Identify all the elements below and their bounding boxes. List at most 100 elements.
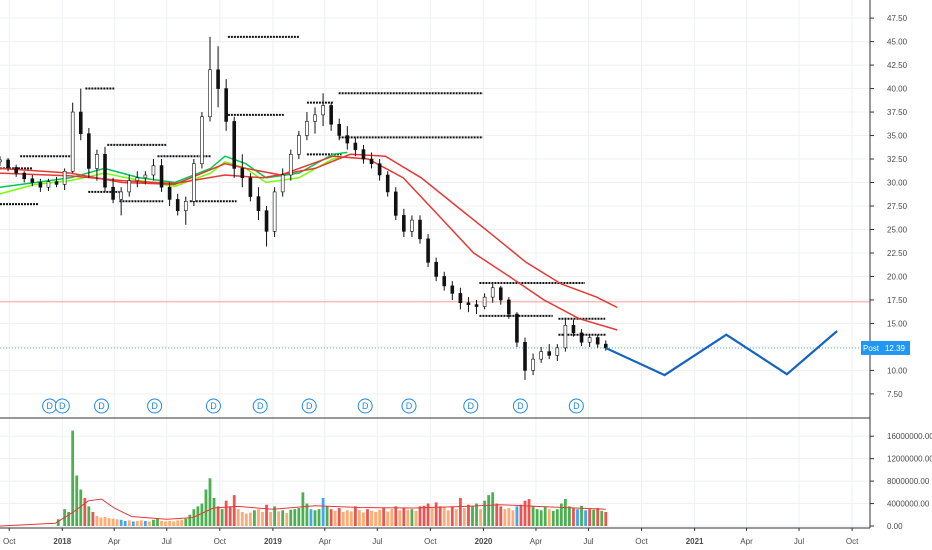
projection-line[interactable]	[605, 330, 838, 377]
volume-bar	[503, 509, 507, 526]
candle	[507, 297, 511, 319]
volume-bar	[220, 509, 224, 526]
dividend-badge[interactable]: D	[301, 398, 317, 414]
candle	[482, 293, 487, 310]
volume-bar	[265, 504, 268, 526]
candle	[321, 93, 325, 127]
dividend-badge[interactable]: D	[463, 398, 479, 414]
volume-bar	[261, 511, 264, 526]
dividend-badge[interactable]: D	[42, 398, 58, 414]
candle	[369, 152, 374, 169]
volume-bar	[563, 499, 567, 526]
price-tick-label: 42.50	[887, 61, 908, 70]
volume-bar	[135, 520, 139, 526]
horizontal-line	[0, 301, 870, 349]
volume-bar	[99, 517, 103, 526]
volume-bar	[131, 521, 135, 526]
dividend-badge[interactable]: D	[568, 398, 584, 414]
volume-bar	[208, 478, 212, 526]
time-tick-label: 2020	[475, 537, 493, 546]
volume-tick-label: 16000000.00	[887, 432, 932, 441]
time-tick-label: Apr	[530, 537, 543, 546]
volume-bar	[273, 506, 277, 526]
price-tick-label: 45.00	[887, 38, 908, 47]
candle	[87, 128, 91, 178]
candle	[353, 137, 358, 157]
projection-path[interactable]	[605, 330, 838, 377]
volume-bar	[228, 506, 232, 526]
volume-bar	[248, 512, 252, 526]
volume-bar	[430, 508, 434, 526]
candle	[46, 178, 51, 191]
dividend-badge[interactable]: D	[94, 398, 110, 414]
volume-bar	[382, 508, 386, 526]
moving-average-line	[0, 153, 618, 309]
candle	[595, 334, 600, 348]
volume-bar	[507, 508, 511, 526]
dividend-badge[interactable]: D	[147, 398, 163, 414]
volume-bar	[426, 503, 430, 526]
volume-bar	[305, 503, 309, 526]
volume-bar	[277, 511, 281, 526]
volume-bar	[244, 513, 248, 526]
candle	[216, 46, 220, 108]
moving-average-line	[0, 155, 618, 331]
volume-bar	[406, 509, 410, 526]
dividend-badge-label: D	[573, 401, 580, 411]
volume-bar	[216, 506, 220, 526]
volume-bar	[297, 508, 301, 526]
volume-tick-label: 8000000.00	[887, 477, 930, 486]
time-tick-label: Oct	[635, 537, 648, 546]
volume-bar	[471, 506, 474, 526]
price-tick-label: 32.50	[887, 155, 908, 164]
candle	[547, 344, 552, 360]
volume-bar	[394, 506, 398, 526]
price-tick-label: 20.00	[887, 272, 908, 281]
candle	[579, 329, 584, 346]
volume-bar	[479, 509, 482, 526]
dividend-badge[interactable]: D	[401, 398, 417, 414]
volume-bar	[475, 503, 478, 526]
volume-bar	[240, 511, 244, 526]
candle	[167, 182, 172, 206]
volume-bar	[337, 508, 341, 526]
moving-average-line	[0, 155, 348, 195]
dividend-badge[interactable]: D	[205, 398, 221, 414]
volume-bar	[127, 520, 131, 526]
volume-bar	[495, 503, 499, 526]
time-tick-label: Jul	[794, 537, 804, 546]
candle	[240, 154, 245, 188]
dividend-badge[interactable]: D	[54, 398, 70, 414]
dividend-badge-label: D	[257, 401, 264, 411]
volume-bar	[572, 507, 575, 526]
volume-bar	[180, 519, 184, 526]
moving-averages	[0, 151, 618, 331]
dividend-badge[interactable]: D	[357, 398, 373, 414]
candle	[135, 171, 140, 188]
volume-bar	[559, 503, 563, 526]
time-tick-label: Jul	[583, 537, 593, 546]
volume-bar	[269, 511, 272, 526]
volume-bar	[139, 520, 143, 526]
candle	[143, 171, 148, 185]
price-tick-label: 35.00	[887, 132, 908, 141]
volume-bar	[434, 502, 438, 526]
candle	[523, 337, 527, 380]
dividend-badge-label: D	[517, 401, 524, 411]
dividend-badge[interactable]: D	[252, 398, 268, 414]
candle	[264, 206, 269, 247]
time-tick-label: Oct	[3, 537, 16, 546]
candle	[288, 149, 293, 181]
volume-tick-label: 12000000.00	[887, 455, 932, 464]
price-tick-label: 7.50	[887, 390, 903, 399]
volume-bar	[370, 510, 373, 526]
candle	[38, 178, 43, 192]
volume-bar	[321, 497, 325, 526]
volume-bar	[95, 515, 99, 526]
dividend-badge[interactable]: D	[512, 398, 528, 414]
candle	[200, 112, 204, 169]
candle	[175, 193, 180, 216]
